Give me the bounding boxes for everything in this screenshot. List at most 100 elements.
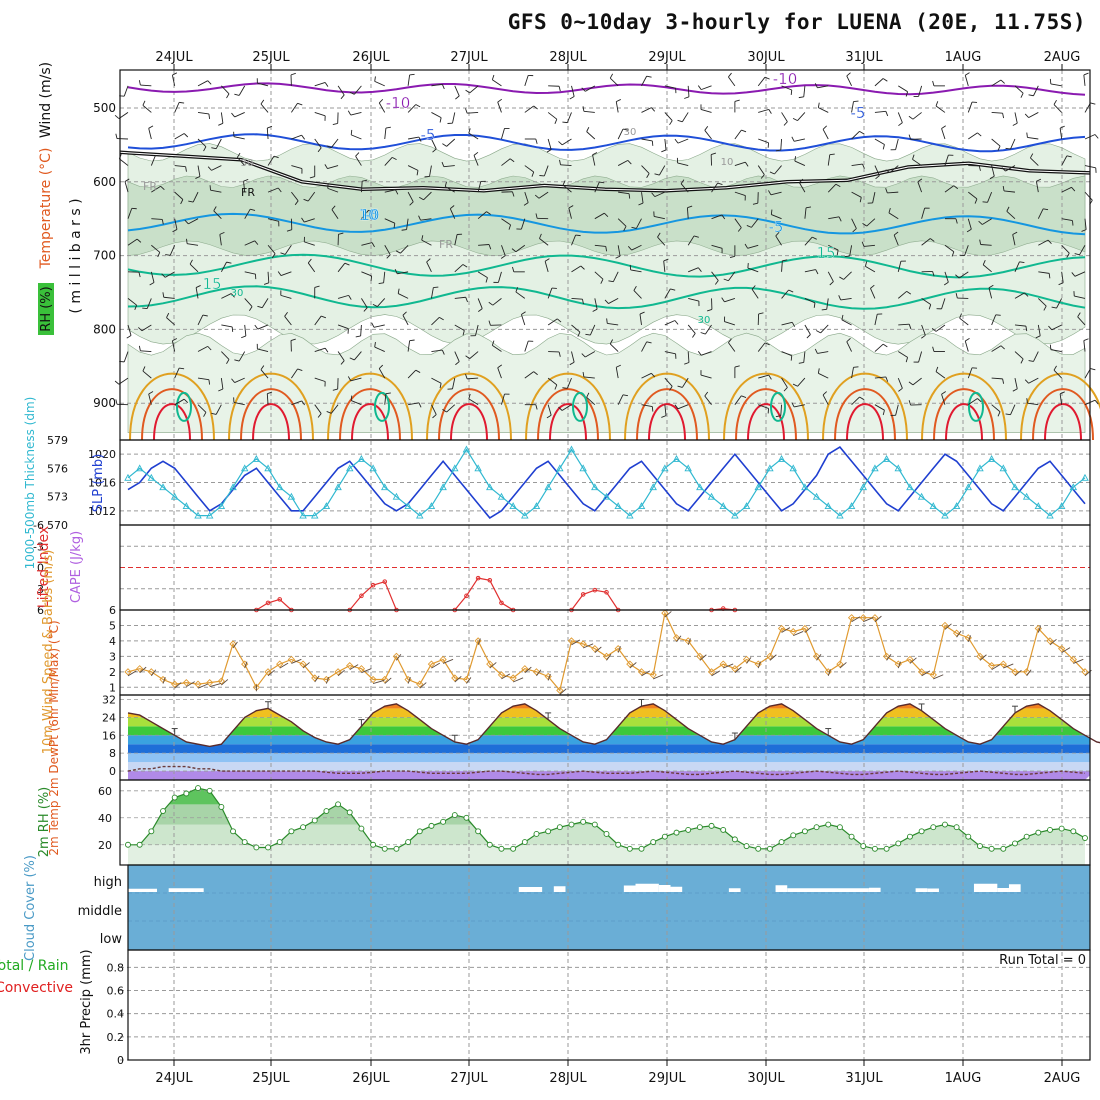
upper-wind-barb xyxy=(1028,377,1039,384)
wind-speed-point xyxy=(1069,655,1077,664)
upper-wind-barb-flag xyxy=(623,226,627,231)
cloud-gap xyxy=(927,888,939,892)
upper-wind-barb xyxy=(478,244,490,246)
wind-speed-point xyxy=(859,614,867,622)
thickness-point xyxy=(742,502,751,510)
upper-wind-barb xyxy=(373,324,385,328)
upper-wind-barb-flag xyxy=(138,327,143,332)
upper-wind-barb-flag xyxy=(136,238,142,243)
warm-loop-contour xyxy=(822,372,908,441)
upper-wind-barb xyxy=(874,404,885,411)
upper-wind-barb xyxy=(781,377,788,388)
upper-wind-barb-flag xyxy=(741,129,747,133)
wind-speed-point xyxy=(742,655,751,664)
wind-barb xyxy=(186,681,195,688)
upper-wind-barb xyxy=(728,271,736,281)
upper-wind-barb-flag xyxy=(846,72,851,77)
upper-wind-barb-flag xyxy=(385,126,391,129)
wind-barb xyxy=(781,627,791,633)
upper-wind-barb xyxy=(734,218,742,228)
thickness-point xyxy=(579,464,587,472)
upper-wind-barb-flag xyxy=(546,414,552,419)
upper-wind-barb-flag xyxy=(885,188,888,194)
wind-speed-point xyxy=(719,660,727,668)
upper-wind-barb-flag xyxy=(297,368,303,372)
upper-wind-barb xyxy=(351,134,362,140)
wind-speed-point xyxy=(462,675,471,684)
upper-wind-barb xyxy=(681,112,689,122)
wind-barb xyxy=(349,664,359,671)
wind-speed-point xyxy=(672,634,681,642)
wind-speed-point xyxy=(369,675,377,684)
upper-wind-barb xyxy=(571,85,575,97)
wind-speed-point xyxy=(649,671,657,679)
upper-wind-barb-flag xyxy=(791,136,795,142)
upper-wind-barb xyxy=(257,82,269,87)
upper-wind-barb-flag xyxy=(586,126,590,132)
upper-wind-barb xyxy=(687,235,695,246)
upper-wind-barb-flag xyxy=(729,255,735,259)
upper-wind-barb xyxy=(804,324,811,335)
upper-wind-barb-flag xyxy=(378,364,384,369)
rh-tick-label: 60 xyxy=(98,785,112,798)
contour-label: 30 xyxy=(624,127,637,138)
upper-wind-barb-flag xyxy=(418,402,422,408)
upper-wind-barb-flag xyxy=(1028,94,1034,97)
upper-wind-barb xyxy=(197,80,208,87)
rh-2m-point xyxy=(416,828,423,835)
upper-wind-barb xyxy=(374,80,385,87)
upper-wind-barb xyxy=(895,404,899,416)
warm-loop-contour xyxy=(351,403,389,441)
upper-wind-barb xyxy=(1014,85,1024,94)
upper-wind-barb xyxy=(384,128,387,140)
warm-contour-cell xyxy=(770,391,786,422)
rh-2m-point xyxy=(1012,840,1018,847)
upper-wind-barb xyxy=(431,377,442,384)
upper-wind-barb-flag xyxy=(575,234,581,237)
upper-wind-barb-flag xyxy=(539,233,542,239)
upper-wind-barb xyxy=(658,165,666,176)
upper-wind-barb xyxy=(944,185,955,193)
upper-wind-barb xyxy=(1061,155,1068,166)
wind-speed-point xyxy=(789,627,797,636)
upper-wind-barb xyxy=(337,351,345,361)
upper-wind-barb xyxy=(291,103,298,113)
upper-wind-barb xyxy=(724,297,736,303)
upper-wind-barb xyxy=(641,107,652,113)
upper-wind-barb xyxy=(641,192,644,204)
thickness-point xyxy=(801,483,809,491)
upper-wind-barb-flag xyxy=(792,117,798,122)
upper-wind-barb-flag xyxy=(280,252,286,255)
wind-speed-point xyxy=(777,624,786,633)
upper-wind-barb-flag xyxy=(394,269,398,274)
wind-speed-point xyxy=(206,678,214,687)
wind-barb xyxy=(524,666,532,674)
upper-wind-barb xyxy=(898,323,910,326)
upper-wind-barb xyxy=(174,218,178,230)
upper-wind-barb-flag xyxy=(355,335,361,338)
upper-wind-barb xyxy=(874,78,884,87)
upper-wind-barb xyxy=(1014,324,1026,327)
lifted-index-point xyxy=(604,589,609,595)
upper-wind-barb xyxy=(431,138,437,150)
upper-wind-barb-flag xyxy=(864,261,868,267)
upper-wind-barb xyxy=(477,211,487,220)
upper-wind-barb xyxy=(654,215,665,220)
rh-2m-point xyxy=(521,839,528,846)
upper-wind-barb xyxy=(355,155,362,166)
wind-speed-point xyxy=(346,661,354,670)
upper-wind-barb-flag xyxy=(862,163,865,169)
thickness-point xyxy=(824,502,833,510)
wind-barb xyxy=(909,657,917,664)
temp-contour-10 xyxy=(127,253,1086,279)
upper-wind-barb xyxy=(384,189,396,193)
upper-wind-barb-flag xyxy=(917,178,923,183)
upper-wind-barb xyxy=(197,111,209,115)
wind-speed-point xyxy=(287,655,296,664)
wind-barb xyxy=(863,617,874,623)
warm-contour-cell xyxy=(968,391,984,422)
upper-wind-barb-flag xyxy=(977,398,982,403)
wind-barb xyxy=(302,662,310,669)
wind-speed-point xyxy=(136,665,144,673)
thickness-line xyxy=(127,448,1086,517)
